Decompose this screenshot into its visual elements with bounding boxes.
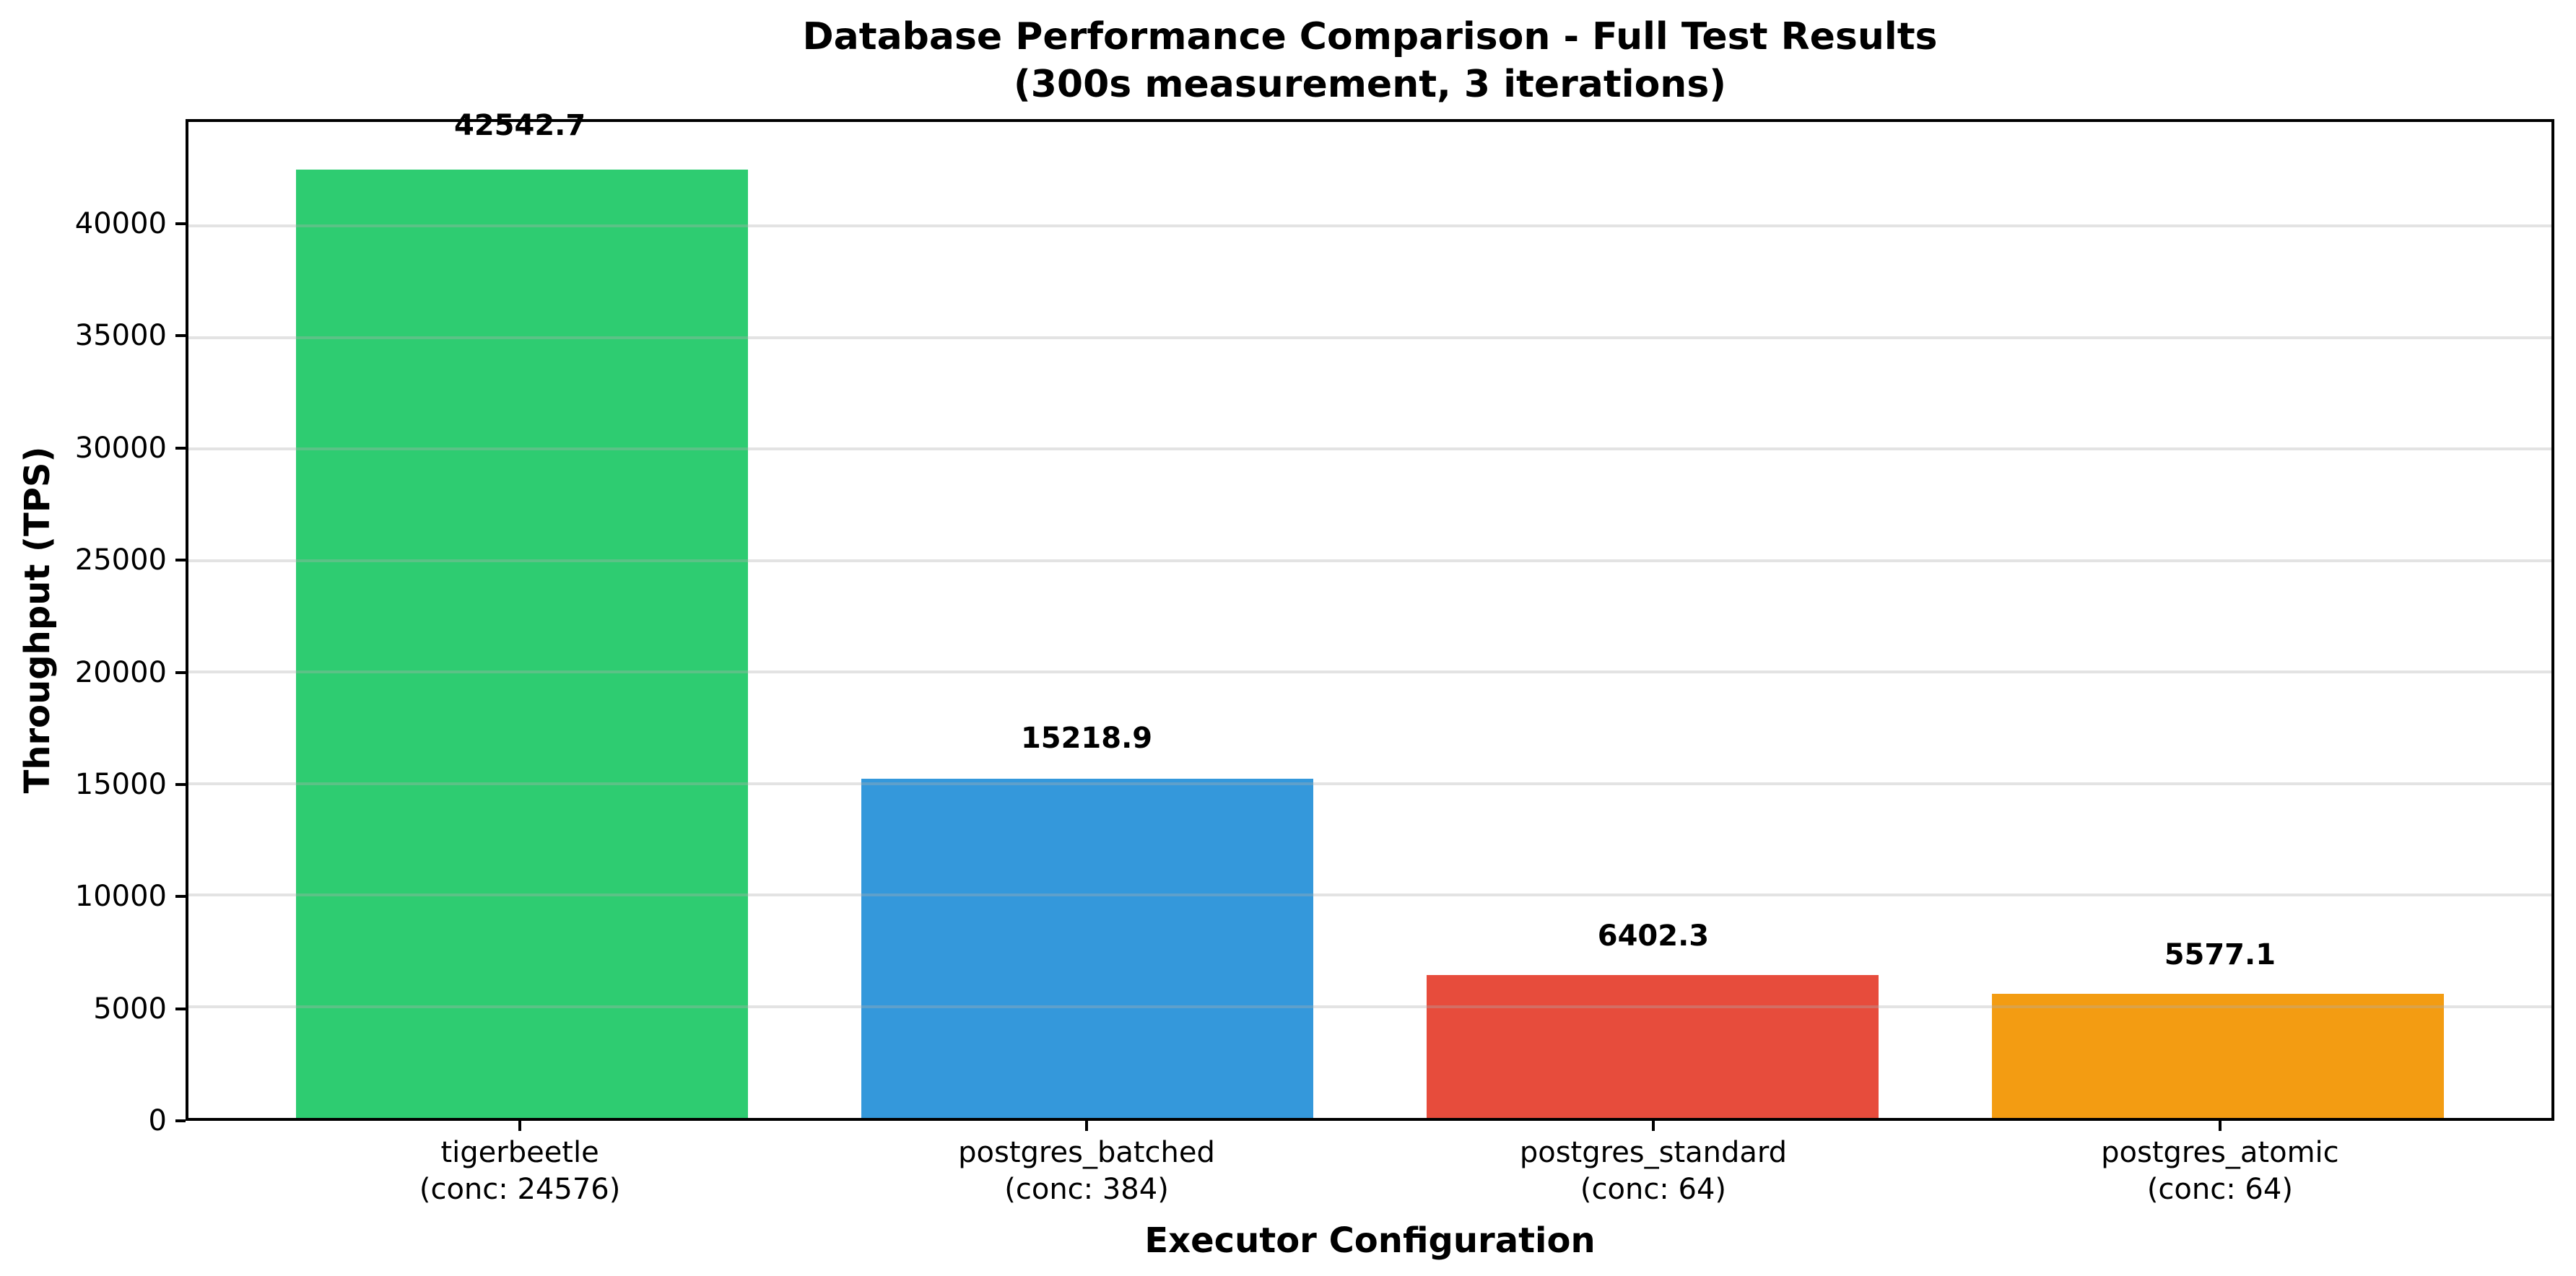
y-tick-label: 15000 — [74, 767, 167, 801]
y-tick-mark — [175, 895, 186, 899]
chart-title-line2: (300s measurement, 3 iterations) — [1013, 63, 1727, 106]
gridline — [188, 782, 2551, 785]
y-tick-label: 20000 — [74, 655, 167, 689]
bar-value-label: 15218.9 — [1020, 722, 1153, 756]
x-tick-mark — [1085, 1121, 1089, 1131]
y-tick-mark — [175, 782, 186, 786]
y-axis-label: Throughput (TPS) — [17, 446, 58, 794]
x-tick-label: postgres_batched (conc: 384) — [798, 1135, 1375, 1208]
y-tick-mark — [175, 446, 186, 450]
bar-value-label: 5577.1 — [2164, 938, 2276, 971]
y-tick-label: 35000 — [74, 319, 167, 353]
x-axis-label: Executor Configuration — [1144, 1220, 1596, 1261]
y-tick-mark — [175, 670, 186, 674]
chart-title: Database Performance Comparison - Full T… — [186, 13, 2554, 108]
x-tick-label: tigerbeetle (conc: 24576) — [231, 1135, 809, 1208]
y-tick-mark — [175, 1007, 186, 1010]
x-tick-label: postgres_standard (conc: 64) — [1365, 1135, 1942, 1208]
y-tick-label: 10000 — [74, 880, 167, 914]
x-tick-label-name: postgres_atomic — [2101, 1136, 2339, 1169]
x-tick-label-name: postgres_standard — [1519, 1136, 1788, 1169]
y-tick-label: 25000 — [74, 543, 167, 577]
x-tick-label-conc: (conc: 64) — [1580, 1173, 1726, 1206]
y-tick-mark — [175, 559, 186, 562]
chart-title-line1: Database Performance Comparison - Full T… — [802, 15, 1938, 58]
gridline — [188, 559, 2551, 562]
x-tick-mark — [2218, 1121, 2222, 1131]
x-tick-label-name: postgres_batched — [958, 1136, 1215, 1169]
x-tick-label-conc: (conc: 24576) — [419, 1173, 621, 1206]
gridline — [188, 224, 2551, 228]
y-tick-mark — [175, 222, 186, 226]
gridline — [188, 447, 2551, 451]
y-tick-mark — [175, 334, 186, 338]
y-tick-label: 0 — [148, 1104, 167, 1137]
bar-postgres_atomic — [1991, 993, 2445, 1118]
x-tick-label-conc: (conc: 384) — [1004, 1173, 1169, 1206]
bar-postgres_batched — [861, 778, 1314, 1118]
bar-value-label: 6402.3 — [1597, 919, 1710, 953]
y-tick-label: 40000 — [74, 207, 167, 241]
x-tick-label-name: tigerbeetle — [440, 1136, 599, 1169]
bar-value-label: 42542.7 — [454, 109, 586, 143]
bar-postgres_standard — [1426, 975, 1879, 1118]
gridline — [188, 1005, 2551, 1008]
gridline — [188, 893, 2551, 897]
y-tick-mark — [175, 1119, 186, 1122]
x-tick-mark — [1651, 1121, 1655, 1131]
y-tick-label: 30000 — [74, 431, 167, 465]
y-tick-label: 5000 — [93, 992, 167, 1026]
gridline — [188, 670, 2551, 674]
x-tick-mark — [518, 1121, 522, 1131]
gridline — [188, 336, 2551, 339]
bar-tigerbeetle — [295, 169, 749, 1118]
plot-area — [186, 119, 2554, 1121]
x-tick-label: postgres_atomic (conc: 64) — [1931, 1135, 2509, 1208]
x-tick-label-conc: (conc: 64) — [2146, 1173, 2293, 1206]
